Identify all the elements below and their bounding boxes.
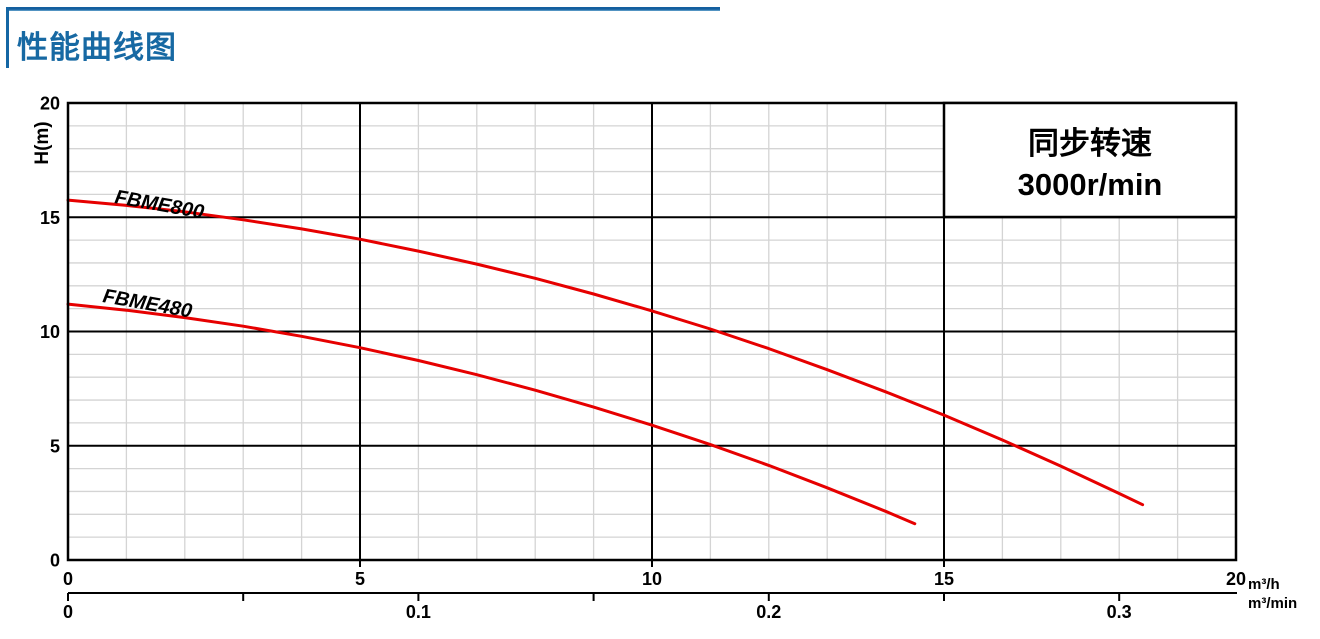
series-label-FBME480: FBME480 (101, 285, 193, 322)
annotation-line1: 同步转速 (1028, 126, 1152, 161)
curves (66, 198, 1145, 526)
x-tick-label: 15 (934, 569, 954, 589)
x-tick-label: 5 (355, 569, 365, 589)
y-tick-label: 0 (50, 551, 60, 571)
y-tick-label: 10 (40, 322, 60, 342)
header-top-rule (6, 7, 720, 11)
y-tick-label: 5 (50, 436, 60, 456)
annotation-box-rect (942, 101, 1238, 219)
annotation-line2: 3000r/min (1018, 167, 1163, 202)
x-tick-label: 10 (642, 569, 662, 589)
secondary-tick-label: 0 (63, 602, 73, 622)
x-tick-label: 0 (63, 569, 73, 589)
series-curve-FBME480 (66, 302, 917, 526)
y-axis: 0 5 10 15 20 (40, 94, 60, 571)
x-axis: 0 5 10 15 20 (63, 560, 1246, 589)
x-tick-label: 20 (1226, 569, 1246, 589)
y-tick-label: 15 (40, 208, 60, 228)
secondary-tick-label: 0.1 (406, 602, 431, 622)
series-curve-FBME800 (66, 198, 1145, 507)
annotation-box: 同步转速 3000r/min (942, 101, 1238, 219)
page-title: 性能曲线图 (17, 30, 177, 65)
x-axis-unit-label: m³/h (1248, 576, 1280, 593)
secondary-tick-label: 0.3 (1107, 602, 1132, 622)
secondary-x-axis: 0 0.1 0.2 0.3 (63, 592, 1237, 622)
header-left-rule (6, 7, 9, 68)
y-tick-label: 20 (40, 94, 60, 114)
y-axis-label: H(m) (32, 121, 53, 164)
secondary-tick-label: 0.2 (756, 602, 781, 622)
secondary-x-axis-unit-label: m³/min (1248, 595, 1297, 612)
